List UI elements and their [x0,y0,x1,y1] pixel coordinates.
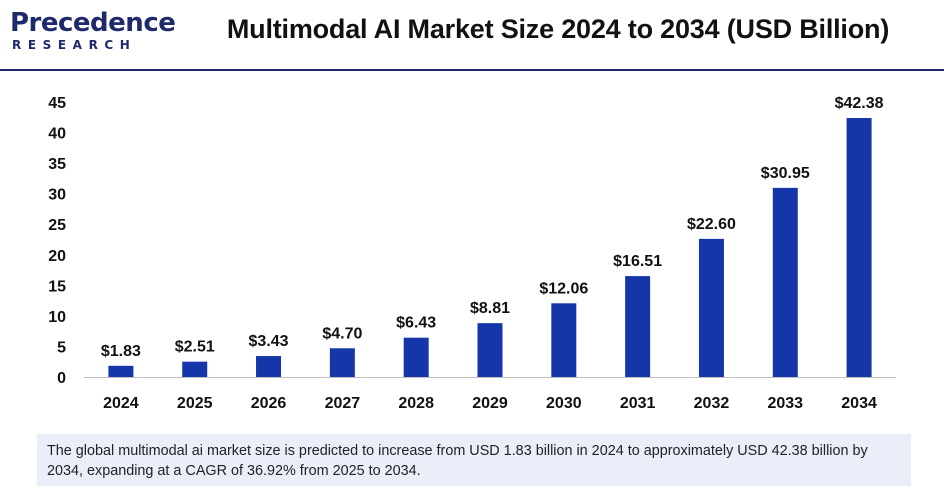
x-tick-label-2032: 2032 [694,395,730,412]
data-label-2030: $12.06 [539,280,588,297]
logo-subtitle: RESEARCH [12,38,137,52]
bar-chart: 0 5 10 15 20 25 30 35 40 45 $1.83 2024 $2.51 2025 $3.4… [0,78,944,428]
summary-note: The global multimodal ai market size is … [37,434,911,486]
bar-2031 [625,276,651,377]
x-tick-label-2024: 2024 [103,395,139,412]
bar-2025 [182,361,208,377]
y-tick-label: 35 [48,156,66,173]
precedence-research-logo: Precedence RESEARCH [10,8,176,58]
x-tick-label-2033: 2033 [767,395,803,412]
bar-2033 [772,187,798,377]
bar-2026 [256,356,282,377]
bar-2027 [329,348,355,377]
logo-wordmark: Precedence [10,8,176,38]
y-tick-label: 0 [57,370,66,387]
y-tick-label: 5 [57,339,66,356]
data-label-2025: $2.51 [175,339,215,356]
y-tick-label: 10 [48,309,66,326]
x-tick-label-2026: 2026 [251,395,287,412]
x-tick-label-2029: 2029 [472,395,508,412]
bar-2030 [551,303,577,377]
data-label-2031: $16.51 [613,253,662,270]
data-label-2032: $22.60 [687,216,736,233]
data-label-2027: $4.70 [322,325,362,342]
bar-2029 [477,323,503,377]
bar-2034 [846,118,872,377]
y-tick-label: 25 [48,217,66,234]
header: Precedence RESEARCH Multimodal AI Market… [0,0,944,71]
chart-title: Multimodal AI Market Size 2024 to 2034 (… [226,14,890,44]
bar-2028 [403,337,429,377]
y-tick-label: 30 [48,187,66,204]
bar-2024 [108,365,134,377]
x-tick-label-2030: 2030 [546,395,582,412]
x-tick-label-2031: 2031 [620,395,656,412]
header-divider [0,69,944,71]
y-tick-label: 40 [48,126,66,143]
x-tick-label-2027: 2027 [325,395,361,412]
bar-chart-svg: 051015202530354045$1.832024$2.512025$3.4… [48,95,896,412]
x-tick-label-2034: 2034 [841,395,877,412]
y-tick-label: 45 [48,95,66,112]
data-label-2024: $1.83 [101,343,141,360]
data-label-2028: $6.43 [396,315,436,332]
data-label-2029: $8.81 [470,300,510,317]
data-label-2034: $42.38 [835,95,884,112]
y-tick-label: 20 [48,248,66,265]
bar-2032 [698,238,724,377]
y-tick-label: 15 [48,278,66,295]
x-tick-label-2028: 2028 [398,395,434,412]
x-tick-label-2025: 2025 [177,395,213,412]
data-label-2033: $30.95 [761,165,810,182]
data-label-2026: $3.43 [249,333,289,350]
